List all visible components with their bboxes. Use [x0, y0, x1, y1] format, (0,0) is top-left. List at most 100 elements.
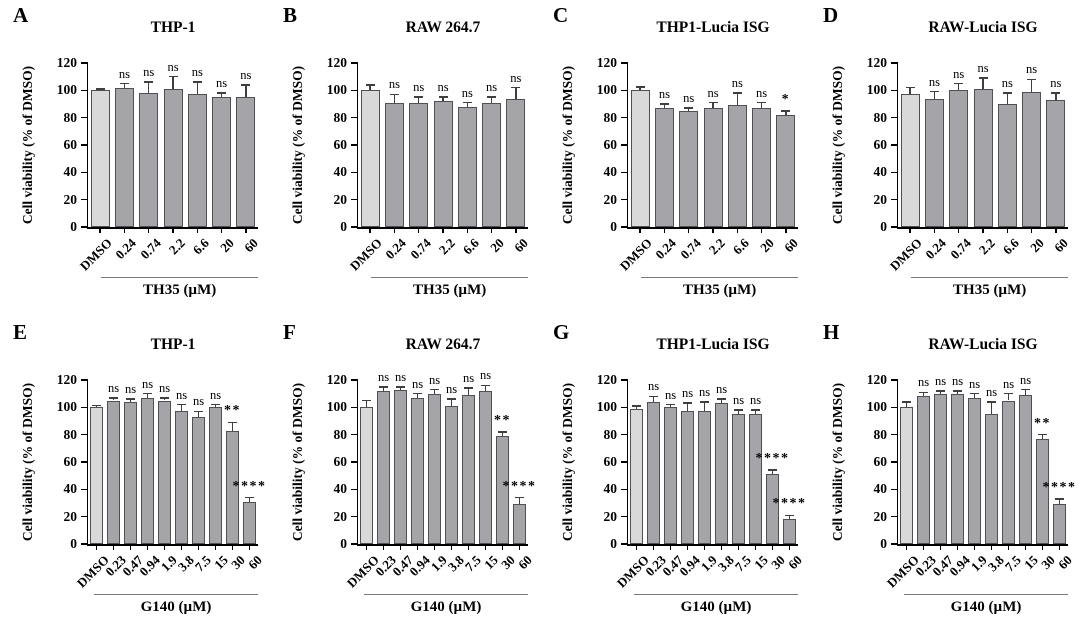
error-bar-cap [362, 399, 371, 402]
y-tick-mark [350, 515, 357, 518]
error-bar-cap [635, 86, 645, 88]
x-tick-mark [196, 228, 199, 233]
chart-title: THP-1 [150, 336, 196, 353]
y-tick-mark [80, 488, 87, 491]
x-tick-mark [172, 228, 174, 233]
y-tick-mark [620, 461, 627, 463]
error-bar [416, 393, 419, 398]
error-bar-cap [717, 398, 726, 400]
bar-0.24 [654, 108, 674, 227]
bar-3.8 [175, 411, 188, 544]
x-tick-mark [1030, 228, 1033, 233]
x-tick-mark [933, 228, 936, 233]
bar-2.2 [163, 88, 183, 227]
chart-panel-F: F RAW 264.7 Cell viability (% of DMSO) 0 20 4… [270, 317, 540, 635]
error-bar-cap [919, 391, 928, 394]
y-axis-line [356, 62, 358, 229]
y-tick-label: 40 [63, 164, 78, 180]
error-bar [197, 411, 200, 417]
y-tick-label: 80 [603, 426, 618, 442]
y-tick-label: 120 [596, 55, 617, 70]
y-tick-label: 40 [333, 481, 348, 497]
error-bar-cap [447, 398, 456, 400]
x-tick-mark [712, 228, 714, 233]
x-tick-mark [180, 545, 183, 550]
y-tick-mark [620, 226, 627, 228]
significance-label: ns [209, 387, 222, 402]
error-bar-cap [498, 431, 507, 433]
error-bar-cap [389, 93, 399, 96]
error-bar [442, 97, 444, 102]
error-bar [1041, 434, 1044, 439]
x-tick-mark [450, 545, 453, 550]
y-tick-label: 100 [56, 399, 77, 415]
chart-panel-C: C THP1-Lucia ISG Cell viability (% of DMSO… [540, 0, 810, 317]
bar-0.47 [124, 401, 137, 544]
significance-label: **** [772, 496, 807, 512]
x-group-line [911, 277, 1068, 279]
x-group-label: TH35 (µM) [413, 282, 487, 298]
significance-label: ns [479, 368, 492, 383]
error-bar-cap [734, 409, 743, 411]
chart-panel-E: E THP-1 Cell viability (% of DMSO) 0 20 40 60 8… [0, 317, 270, 635]
y-tick-mark [80, 116, 87, 119]
x-tick-mark [785, 228, 787, 233]
x-tick-mark [515, 228, 517, 233]
y-tick-mark [620, 144, 627, 146]
y-tick-mark [80, 515, 87, 518]
bar-30 [226, 430, 239, 544]
y-tick-label: 100 [596, 82, 617, 98]
panel-letter: C [553, 3, 569, 27]
error-bar-cap [1027, 78, 1037, 81]
significance-label: ns [756, 85, 768, 100]
bar-6.6 [187, 94, 207, 227]
x-tick-mark [163, 545, 166, 550]
error-bar-cap [92, 404, 101, 407]
bar-60 [243, 501, 256, 544]
error-bar-cap [970, 392, 979, 395]
bar-0.23 [647, 401, 660, 544]
error-bar-cap [194, 410, 203, 413]
x-tick-mark [754, 545, 757, 550]
x-tick-mark [990, 545, 993, 550]
error-bar [905, 401, 908, 408]
y-tick-mark [890, 116, 897, 119]
y-axis-label: Cell viability (% of DMSO) [830, 65, 845, 225]
chart-title: THP1-Lucia ISG [656, 19, 770, 36]
y-tick-label: 20 [333, 191, 348, 207]
significance-label: ns [486, 80, 498, 95]
y-tick-label: 120 [596, 372, 617, 387]
x-tick-mark [95, 545, 98, 550]
error-bar-cap [168, 75, 178, 78]
significance-label: ns [715, 382, 728, 397]
bar-DMSO [630, 408, 643, 544]
y-tick-label: 80 [333, 109, 348, 125]
error-bar [956, 390, 959, 394]
chart-title: RAW-Lucia ISG [928, 336, 1038, 353]
error-bar [720, 399, 723, 404]
bar-1.9 [158, 400, 171, 544]
y-tick-label: 0 [70, 219, 77, 234]
y-tick-mark [350, 116, 357, 119]
bar-1.9 [968, 397, 981, 544]
error-bar-cap [751, 409, 760, 411]
y-tick-mark [890, 171, 897, 174]
bar-3.8 [985, 414, 998, 544]
error-bar [788, 515, 791, 520]
significance-label: ns [953, 66, 965, 81]
significance-label: ns [928, 74, 940, 89]
error-bar [990, 401, 993, 415]
significance-label: ns [394, 369, 407, 384]
error-bar-cap [978, 77, 988, 79]
bar-0.94 [951, 393, 964, 544]
significance-label: ns [240, 67, 252, 82]
y-tick-label: 0 [610, 219, 617, 234]
x-tick-mark [1007, 545, 1010, 550]
error-bar-cap [700, 401, 709, 403]
bar-20 [212, 97, 232, 227]
y-tick-mark [350, 198, 357, 201]
x-tick-mark [147, 228, 150, 233]
y-tick-label: 120 [326, 372, 347, 387]
y-tick-mark [620, 379, 627, 381]
significance-label: ns [411, 376, 424, 391]
